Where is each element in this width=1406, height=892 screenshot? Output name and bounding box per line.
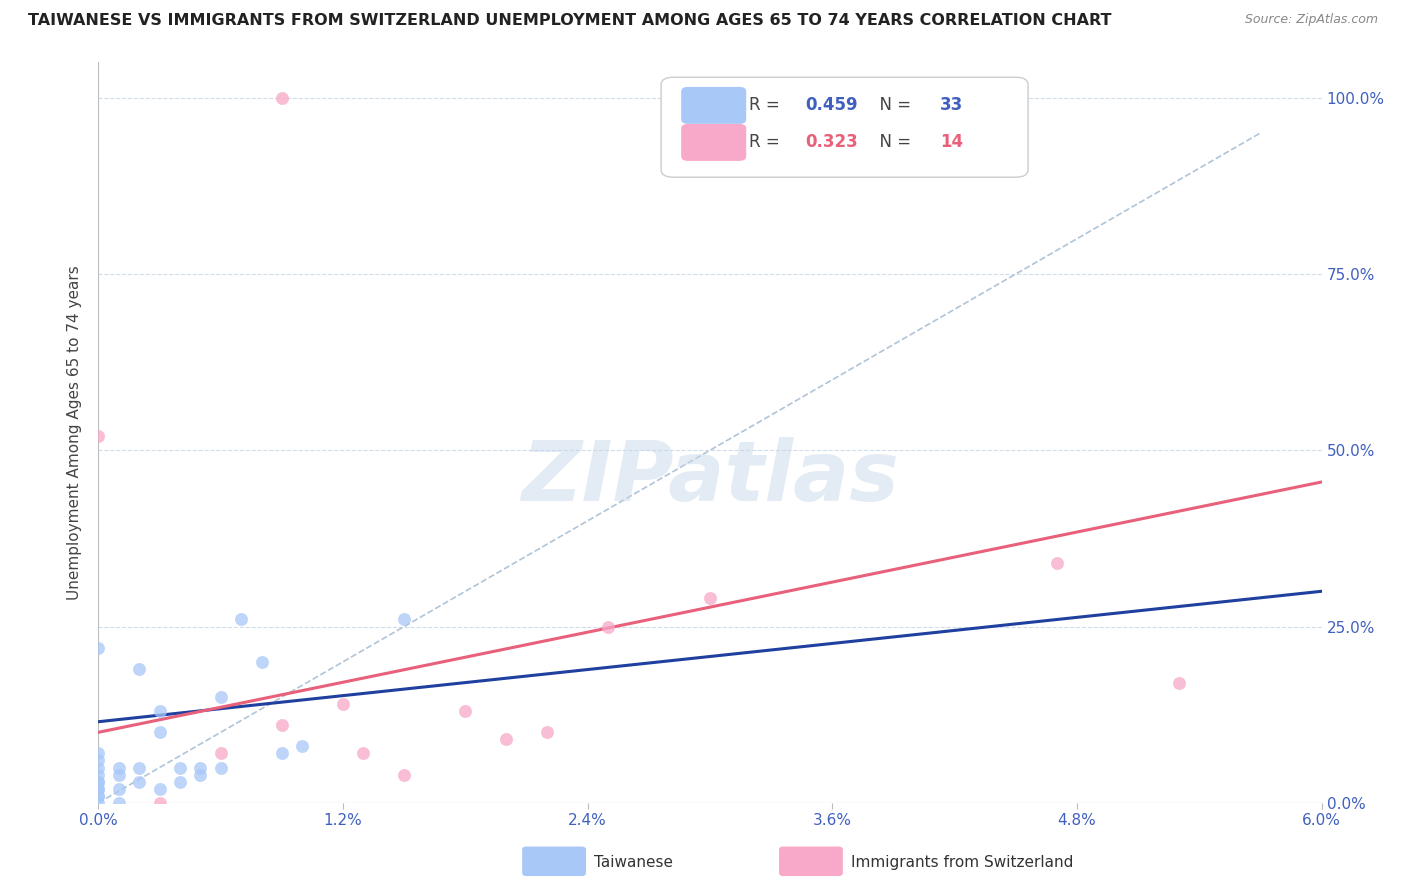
Point	[128, 760, 150, 774]
Point	[188, 767, 212, 781]
Point	[270, 91, 292, 105]
Point	[87, 781, 110, 796]
Text: Source: ZipAtlas.com: Source: ZipAtlas.com	[1244, 13, 1378, 27]
Text: 0.323: 0.323	[806, 134, 858, 152]
Point	[87, 774, 110, 789]
Text: 0.459: 0.459	[806, 96, 858, 114]
Text: Taiwanese: Taiwanese	[593, 855, 673, 870]
Point	[209, 690, 232, 704]
Point	[108, 796, 131, 810]
FancyBboxPatch shape	[780, 847, 842, 875]
Text: N =: N =	[869, 134, 917, 152]
Text: R =: R =	[749, 134, 785, 152]
Point	[87, 747, 110, 761]
Point	[87, 789, 110, 803]
Point	[149, 796, 172, 810]
Text: Immigrants from Switzerland: Immigrants from Switzerland	[851, 855, 1073, 870]
Point	[87, 774, 110, 789]
Point	[128, 662, 150, 676]
Text: TAIWANESE VS IMMIGRANTS FROM SWITZERLAND UNEMPLOYMENT AMONG AGES 65 TO 74 YEARS : TAIWANESE VS IMMIGRANTS FROM SWITZERLAND…	[28, 13, 1112, 29]
Point	[169, 774, 191, 789]
FancyBboxPatch shape	[661, 78, 1028, 178]
Point	[1167, 676, 1189, 690]
Point	[1045, 556, 1069, 570]
Point	[291, 739, 314, 754]
Text: 33: 33	[941, 96, 963, 114]
Point	[352, 747, 374, 761]
Point	[87, 789, 110, 803]
Point	[699, 591, 721, 606]
Point	[250, 655, 273, 669]
Point	[270, 747, 292, 761]
Point	[108, 781, 131, 796]
Point	[87, 781, 110, 796]
Point	[332, 697, 354, 711]
Point	[392, 767, 416, 781]
Point	[87, 754, 110, 768]
Point	[169, 760, 191, 774]
Point	[270, 718, 292, 732]
Point	[536, 725, 558, 739]
Point	[188, 760, 212, 774]
FancyBboxPatch shape	[682, 125, 745, 161]
Point	[598, 619, 620, 633]
Point	[392, 612, 416, 626]
Point	[128, 774, 150, 789]
Point	[87, 767, 110, 781]
Y-axis label: Unemployment Among Ages 65 to 74 years: Unemployment Among Ages 65 to 74 years	[67, 265, 83, 600]
Point	[209, 747, 232, 761]
Point	[87, 429, 110, 443]
FancyBboxPatch shape	[523, 847, 585, 875]
Point	[454, 704, 477, 718]
Point	[87, 760, 110, 774]
Point	[108, 760, 131, 774]
Point	[87, 796, 110, 810]
Point	[149, 725, 172, 739]
Point	[149, 704, 172, 718]
Point	[495, 732, 517, 747]
Text: N =: N =	[869, 96, 917, 114]
Point	[87, 640, 110, 655]
Point	[209, 760, 232, 774]
Text: R =: R =	[749, 96, 785, 114]
Point	[231, 612, 253, 626]
Text: ZIPatlas: ZIPatlas	[522, 436, 898, 517]
Text: 14: 14	[941, 134, 963, 152]
Point	[149, 781, 172, 796]
FancyBboxPatch shape	[682, 87, 745, 123]
Point	[108, 767, 131, 781]
